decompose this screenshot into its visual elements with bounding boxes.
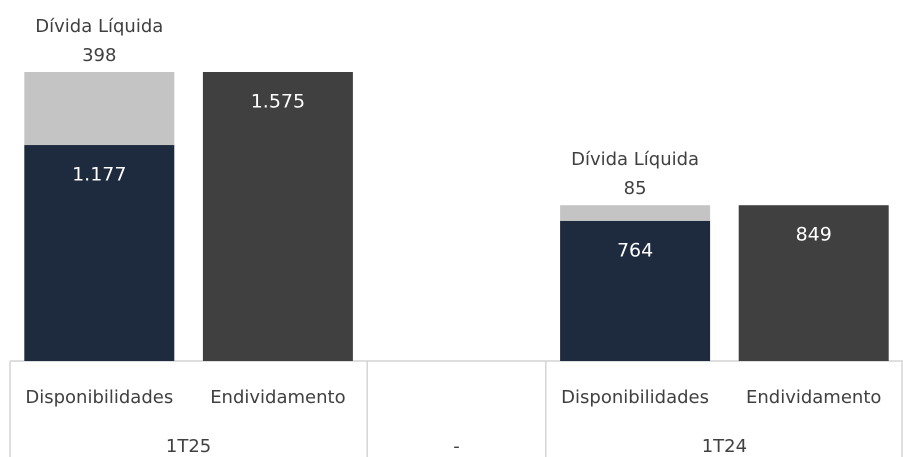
bar-segment — [738, 205, 889, 361]
group-label: 1T24 — [702, 436, 747, 457]
bar-segment — [202, 72, 353, 361]
bar-segment — [560, 220, 711, 361]
data-label: 1.575 — [251, 91, 305, 113]
data-label: 85 — [624, 178, 647, 199]
segment-name: Dívida Líquida — [35, 16, 163, 37]
data-label: 398 — [82, 45, 116, 66]
x-tick-label: Disponibilidades — [561, 387, 709, 408]
segment-name: Dívida Líquida — [571, 149, 699, 170]
x-tick-label: Endividamento — [746, 387, 881, 408]
x-tick-label: Disponibilidades — [25, 387, 173, 408]
data-label: 1.177 — [72, 164, 126, 186]
data-label: 849 — [796, 224, 832, 246]
group-label: 1T25 — [166, 436, 211, 457]
data-label: 764 — [617, 239, 653, 261]
bar-segment — [24, 145, 175, 361]
group-label: - — [453, 436, 460, 457]
bar-segment — [560, 205, 711, 221]
x-tick-label: Endividamento — [210, 387, 345, 408]
bar-segment — [24, 72, 175, 146]
